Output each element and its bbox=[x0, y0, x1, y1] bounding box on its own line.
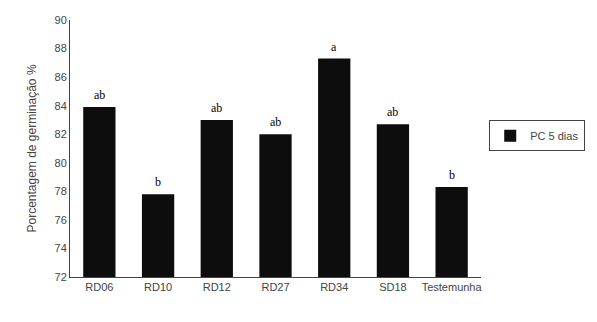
svg-text:80: 80 bbox=[55, 157, 67, 169]
svg-text:74: 74 bbox=[55, 242, 67, 254]
svg-text:RD34: RD34 bbox=[320, 281, 348, 293]
svg-text:RD12: RD12 bbox=[203, 281, 231, 293]
svg-text:PC 5 dias: PC 5 dias bbox=[530, 130, 578, 142]
svg-text:RD27: RD27 bbox=[261, 281, 289, 293]
svg-text:88: 88 bbox=[55, 42, 67, 54]
svg-text:ab: ab bbox=[270, 115, 281, 129]
svg-text:86: 86 bbox=[55, 71, 67, 83]
svg-text:78: 78 bbox=[55, 185, 67, 197]
svg-text:ab: ab bbox=[94, 88, 105, 102]
svg-text:a: a bbox=[331, 40, 337, 54]
svg-text:84: 84 bbox=[55, 100, 67, 112]
svg-text:76: 76 bbox=[55, 214, 67, 226]
svg-text:b: b bbox=[155, 175, 161, 189]
svg-text:90: 90 bbox=[55, 14, 67, 26]
svg-text:82: 82 bbox=[55, 128, 67, 140]
svg-text:72: 72 bbox=[55, 271, 67, 283]
svg-text:SD18: SD18 bbox=[379, 281, 407, 293]
svg-text:Testemunha: Testemunha bbox=[422, 281, 483, 293]
svg-text:Porcentagem de germinação %: Porcentagem de germinação % bbox=[25, 64, 39, 232]
svg-text:ab: ab bbox=[211, 101, 222, 115]
svg-text:ab: ab bbox=[387, 105, 398, 119]
svg-text:RD10: RD10 bbox=[144, 281, 172, 293]
svg-text:b: b bbox=[449, 168, 455, 182]
svg-text:RD06: RD06 bbox=[85, 281, 113, 293]
